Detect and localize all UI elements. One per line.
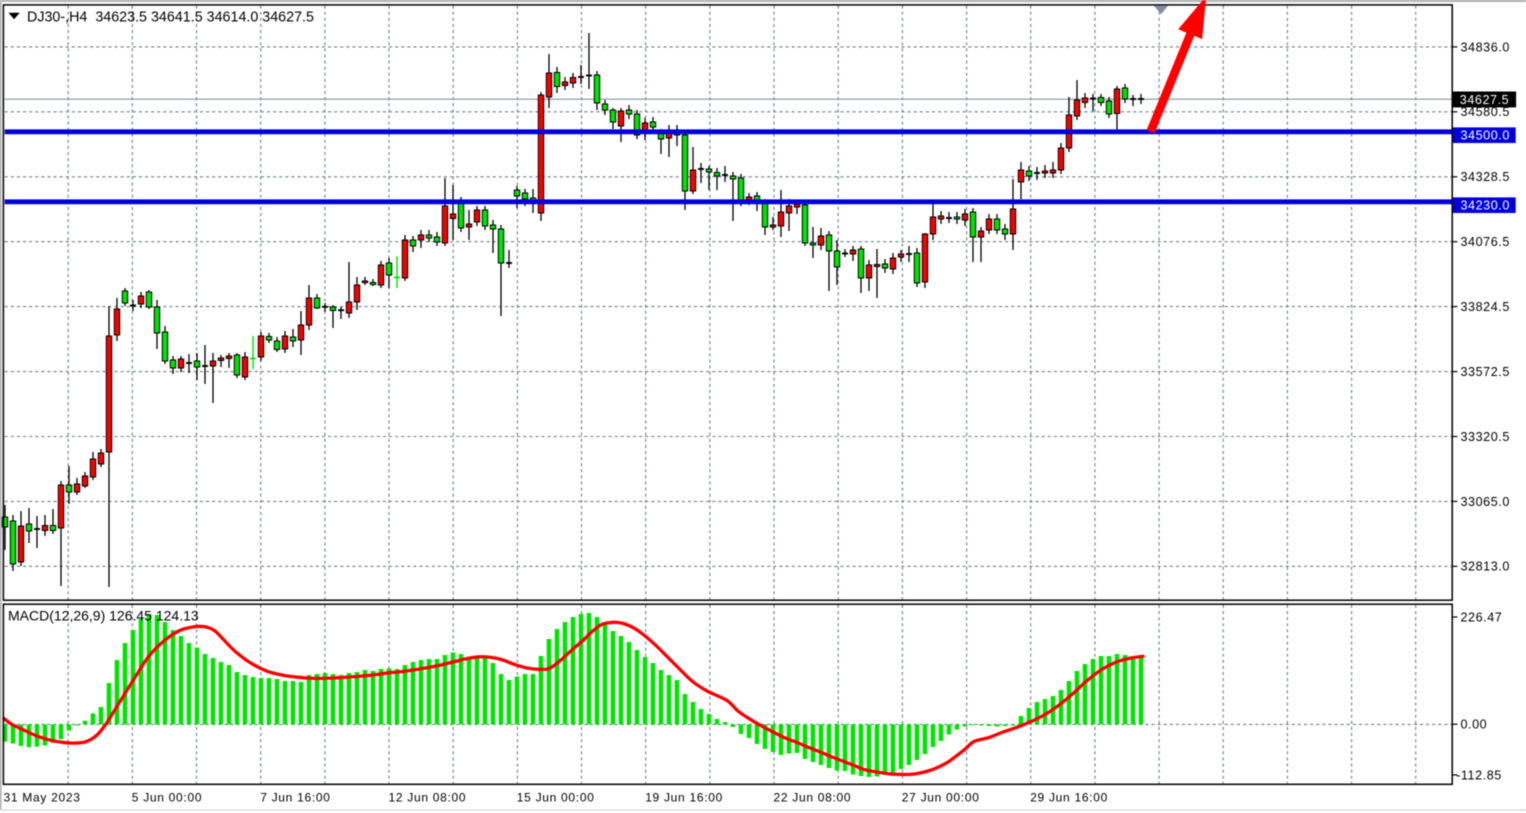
svg-text:0.00: 0.00 <box>1461 718 1488 732</box>
svg-text:34580.5: 34580.5 <box>1461 105 1510 119</box>
svg-text:15 Jun 00:00: 15 Jun 00:00 <box>517 790 595 804</box>
svg-text:34836.0: 34836.0 <box>1461 40 1510 54</box>
svg-text:34076.5: 34076.5 <box>1461 235 1510 249</box>
svg-text:22 Jun 08:00: 22 Jun 08:00 <box>774 790 852 804</box>
svg-text:-112.85: -112.85 <box>1456 768 1502 782</box>
svg-text:226.47: 226.47 <box>1461 610 1503 624</box>
svg-text:34328.5: 34328.5 <box>1461 170 1510 184</box>
svg-text:DJ30-,H4 34623.5 34641.5 3461: DJ30-,H4 34623.5 34641.5 34614.0 34627.5 <box>27 9 314 25</box>
svg-text:31 May 2023: 31 May 2023 <box>4 790 81 804</box>
svg-text:33320.5: 33320.5 <box>1461 430 1510 444</box>
svg-text:12 Jun 08:00: 12 Jun 08:00 <box>389 790 467 804</box>
svg-text:MACD(12,26,9) 126.45 124.13: MACD(12,26,9) 126.45 124.13 <box>8 607 199 623</box>
svg-text:5 Jun 00:00: 5 Jun 00:00 <box>132 790 202 804</box>
svg-text:34500.0: 34500.0 <box>1461 129 1510 143</box>
svg-text:34627.5: 34627.5 <box>1460 93 1509 107</box>
svg-text:19 Jun 16:00: 19 Jun 16:00 <box>645 790 723 804</box>
svg-text:7 Jun 16:00: 7 Jun 16:00 <box>260 790 330 804</box>
svg-text:33065.0: 33065.0 <box>1461 495 1510 509</box>
svg-text:27 Jun 00:00: 27 Jun 00:00 <box>902 790 980 804</box>
svg-text:33824.5: 33824.5 <box>1461 300 1510 314</box>
svg-text:33572.5: 33572.5 <box>1461 365 1510 379</box>
svg-text:32813.0: 32813.0 <box>1461 560 1510 574</box>
svg-text:34230.0: 34230.0 <box>1461 199 1510 213</box>
svg-text:29 Jun 16:00: 29 Jun 16:00 <box>1030 790 1108 804</box>
